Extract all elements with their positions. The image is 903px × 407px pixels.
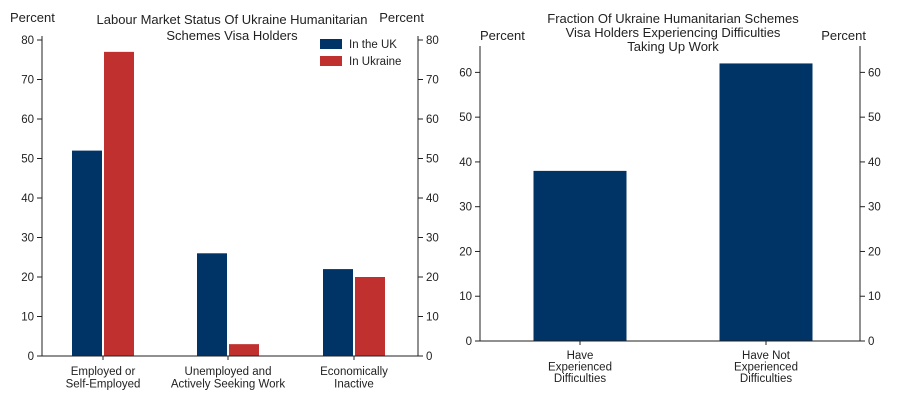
right-y-tick-label: 0 [868,336,874,348]
chart-title-line: Taking Up Work [627,39,719,54]
left-y-tick-label: 20 [459,246,472,258]
right-axis-unit-label: Percent [379,10,424,25]
bar-in-the-uk-2 [323,269,353,356]
x-category-label: Difficulties [554,373,606,385]
right-y-tick-label: 20 [868,246,881,258]
right-y-tick-label: 0 [426,351,432,363]
left-y-tick-label: 40 [459,157,472,169]
x-category-label: Have [567,350,594,362]
x-category-label: Unemployed and [185,366,272,378]
right-axis-unit-label: Percent [821,28,866,43]
legend-label: In Ukraine [349,56,401,68]
right-y-tick-label: 40 [868,157,881,169]
legend-swatch [320,56,342,66]
bar-in-the-uk-0 [72,150,102,356]
left-y-tick-label: 10 [21,312,34,324]
x-category-label: Actively Seeking Work [171,379,285,391]
bar-series-1 [719,63,813,341]
right-y-tick-label: 30 [426,233,439,245]
x-category-label: Difficulties [740,373,792,385]
x-category-label: Employed or [71,366,136,378]
right-y-tick-label: 80 [426,35,439,47]
x-category-label: Inactive [334,379,374,391]
x-category-label: Economically [320,366,388,378]
left-y-tick-label: 70 [21,75,34,87]
right-y-tick-label: 10 [426,312,439,324]
right-y-tick-label: 70 [426,75,439,87]
left-y-tick-label: 50 [21,154,34,166]
left-y-tick-label: 20 [21,272,34,284]
x-category-label: Have Not [742,350,791,362]
legend-label: In the UK [349,39,397,51]
chart-title-line: Schemes Visa Holders [166,28,298,43]
right-y-tick-label: 10 [868,291,881,303]
left-axis-unit-label: Percent [480,28,525,43]
legend-swatch [320,39,342,49]
left-y-tick-label: 40 [21,193,34,205]
bar-in-ukraine-2 [355,277,385,356]
left-y-tick-label: 30 [21,233,34,245]
chart-title-line: Labour Market Status Of Ukraine Humanita… [97,12,368,27]
right-y-tick-label: 60 [426,114,439,126]
bar-in-the-uk-1 [197,253,227,356]
left-y-tick-label: 0 [466,336,472,348]
chart-title-line: Fraction Of Ukraine Humanitarian Schemes [547,11,799,26]
right-y-tick-label: 50 [868,112,881,124]
right-y-tick-label: 50 [426,154,439,166]
right-y-tick-label: 30 [868,202,881,214]
bar-in-ukraine-1 [229,344,259,356]
left-y-tick-label: 60 [21,114,34,126]
left-y-tick-label: 10 [459,291,472,303]
left-y-tick-label: 50 [459,112,472,124]
bar-in-ukraine-0 [104,51,134,356]
right-y-tick-label: 20 [426,272,439,284]
bar-series-0 [533,170,627,341]
left-y-tick-label: 80 [21,35,34,47]
right-y-tick-label: 40 [426,193,439,205]
x-category-label: Experienced [548,362,612,374]
right-y-tick-label: 60 [868,67,881,79]
left-axis-unit-label: Percent [10,10,55,25]
left-y-tick-label: 0 [28,351,34,363]
left-y-tick-label: 30 [459,202,472,214]
left-y-tick-label: 60 [459,67,472,79]
x-category-label: Experienced [734,362,798,374]
chart-title-line: Visa Holders Experiencing Difficulties [566,25,781,40]
x-category-label: Self-Employed [66,379,141,391]
